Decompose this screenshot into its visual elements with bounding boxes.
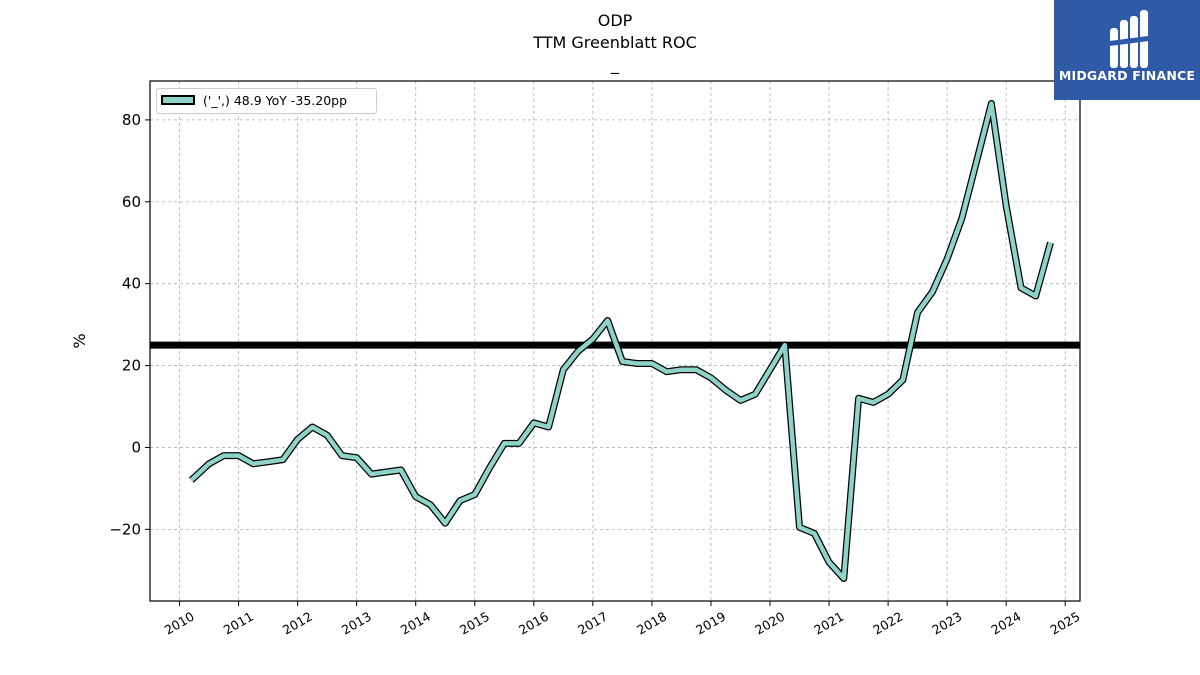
x-tick-label: 2019 xyxy=(693,609,728,638)
y-tick-label: 60 xyxy=(122,193,141,211)
x-tick-label: 2018 xyxy=(634,609,669,638)
y-tick-label: 80 xyxy=(122,111,141,129)
x-tick-label: 2012 xyxy=(280,609,315,638)
x-tick-label: 2020 xyxy=(752,609,787,638)
x-tick-label: 2013 xyxy=(339,609,374,638)
x-tick-label: 2014 xyxy=(398,609,433,638)
chart-title: ODP xyxy=(597,11,633,30)
x-tick-label: 2010 xyxy=(162,609,197,638)
legend: ('_',) 48.9 YoY -35.20pp xyxy=(156,88,377,114)
x-tick-label: 2023 xyxy=(929,609,964,638)
axes-frame xyxy=(149,80,1081,602)
x-tick-label: 2021 xyxy=(811,609,846,638)
x-tick-label: 2017 xyxy=(575,609,610,638)
x-tick-label: 2011 xyxy=(221,609,256,638)
y-tick-label: 40 xyxy=(122,275,141,293)
chart-subtitle-underscore: _ xyxy=(611,55,619,74)
series-line xyxy=(189,101,1053,581)
logo-mark-icon xyxy=(1105,10,1153,68)
chart-subtitle: TTM Greenblatt ROC xyxy=(533,33,697,52)
logo-text: MIDGARD FINANCE xyxy=(1058,68,1196,83)
y-tick-label: 0 xyxy=(131,438,141,456)
x-tick-label: 2022 xyxy=(870,609,905,638)
y-tick-label: 20 xyxy=(122,357,141,375)
x-tick-label: 2025 xyxy=(1047,609,1082,638)
y-tick-label: −20 xyxy=(109,520,141,538)
x-tick-label: 2015 xyxy=(457,609,492,638)
legend-swatch xyxy=(161,95,195,105)
legend-label: ('_',) 48.9 YoY -35.20pp xyxy=(203,93,348,108)
midgard-finance-logo: MIDGARD FINANCE xyxy=(1054,0,1200,100)
y-axis-label: % xyxy=(70,333,89,348)
x-tick-label: 2024 xyxy=(988,609,1023,638)
x-tick-label: 2016 xyxy=(516,609,551,638)
